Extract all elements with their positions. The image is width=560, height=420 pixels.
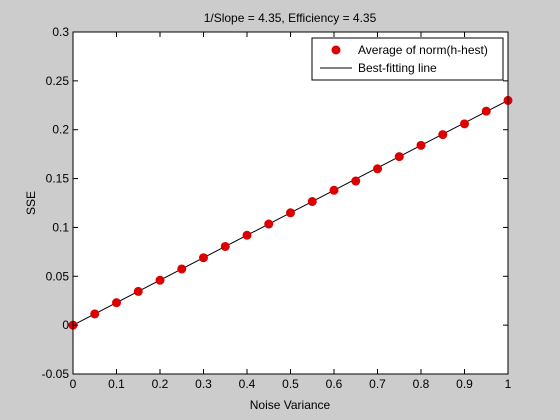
data-point <box>307 197 317 207</box>
y-tick-label: 0.2 <box>52 123 69 137</box>
legend-box <box>311 37 504 81</box>
data-point <box>351 176 361 186</box>
data-point <box>416 140 426 150</box>
y-tick-label: 0 <box>62 318 69 332</box>
axes-background <box>73 32 508 374</box>
legend-label-markers: Average of norm(h-hest) <box>358 43 488 57</box>
x-axis: 0 0.1 0.2 0.3 0.4 0.5 0.6 0.7 0.8 0.9 1 <box>70 32 512 391</box>
plot-area <box>68 95 513 330</box>
legend: Average of norm(h-hest) Best-fitting lin… <box>311 37 504 81</box>
data-point <box>220 241 230 251</box>
data-point <box>112 298 121 308</box>
x-axis-label: Noise Variance <box>250 398 331 412</box>
x-tick-label: 0.3 <box>195 377 212 391</box>
x-tick-label: 0 <box>70 377 77 391</box>
data-point <box>481 106 491 116</box>
x-tick-label: 0.5 <box>282 377 299 391</box>
y-axis-label: SSE <box>24 191 38 215</box>
chart-title: 1/Slope = 4.35, Efficiency = 4.35 <box>204 11 377 25</box>
x-tick-label: 0.6 <box>326 377 343 391</box>
data-point <box>460 119 469 129</box>
legend-label-line: Best-fitting line <box>358 61 437 75</box>
x-tick-label: 0.2 <box>152 377 169 391</box>
x-tick-label: 0.9 <box>456 377 473 391</box>
y-tick-label: 0.3 <box>52 25 69 39</box>
data-point <box>438 130 448 140</box>
x-tick-label: 0.1 <box>108 377 125 391</box>
x-tick-label: 1 <box>505 377 512 391</box>
data-point <box>373 164 382 174</box>
data-point <box>133 286 143 296</box>
y-tick-label: -0.05 <box>42 367 70 381</box>
data-point <box>155 275 165 285</box>
data-point <box>264 219 274 229</box>
y-tick-label: 0.25 <box>46 74 70 88</box>
y-tick-label: 0.15 <box>46 172 70 186</box>
y-tick-label: 0.05 <box>46 269 70 283</box>
data-point <box>242 230 252 240</box>
legend-marker-icon <box>331 45 341 55</box>
y-tick-label: 0.1 <box>52 220 69 234</box>
data-point <box>177 264 187 274</box>
x-tick-label: 0.4 <box>239 377 256 391</box>
data-point <box>394 152 404 162</box>
data-point <box>90 309 100 319</box>
x-tick-label: 0.8 <box>413 377 430 391</box>
data-point <box>329 185 339 195</box>
y-axis: -0.05 0 0.05 0.1 0.15 0.2 0.25 0.3 <box>42 25 508 381</box>
data-point <box>286 208 295 218</box>
x-tick-label: 0.7 <box>369 377 386 391</box>
data-point <box>199 253 208 263</box>
